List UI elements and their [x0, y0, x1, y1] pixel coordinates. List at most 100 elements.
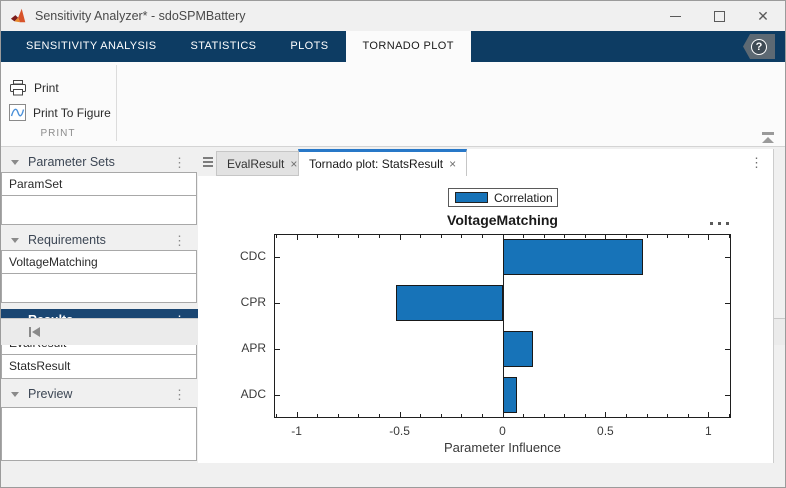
collapse-triangle-icon — [11, 160, 19, 165]
collapse-triangle-icon — [11, 238, 19, 243]
close-tab-icon[interactable]: × — [290, 157, 297, 171]
y-tick — [725, 257, 730, 258]
browser-sidebar: Parameter Sets ⋮ ParamSet Requirements ⋮… — [1, 146, 198, 487]
x-minor-tick — [523, 235, 524, 238]
collapse-ribbon-icon — [762, 132, 774, 135]
x-minor-tick — [338, 414, 339, 417]
x-minor-tick — [461, 414, 462, 417]
kebab-menu-icon[interactable]: ⋮ — [750, 155, 763, 171]
print-button[interactable]: Print — [9, 80, 59, 96]
y-tick-label-cpr: CPR — [206, 295, 266, 309]
x-minor-tick — [482, 414, 483, 417]
sensitivity-analyzer-window: Sensitivity Analyzer* - sdoSPMBattery ✕ … — [0, 0, 786, 488]
close-button[interactable]: ✕ — [741, 1, 785, 31]
x-minor-tick — [667, 235, 668, 238]
x-tick-label: -0.5 — [378, 424, 422, 438]
doc-tab-tornado-plot-statsresult[interactable]: Tornado plot: StatsResult × — [298, 149, 467, 176]
x-major-tick — [605, 412, 606, 417]
y-tick — [275, 303, 280, 304]
x-minor-tick — [647, 235, 648, 238]
kebab-menu-icon[interactable]: ⋮ — [173, 156, 198, 169]
chart-legend[interactable]: Correlation — [448, 188, 558, 207]
list-item-paramset[interactable]: ParamSet — [1, 172, 197, 196]
print-to-figure-button[interactable]: Print To Figure — [9, 104, 111, 121]
x-tick-label: -1 — [275, 424, 319, 438]
collapse-left-panel-icon — [29, 327, 31, 337]
x-minor-tick — [688, 235, 689, 238]
x-minor-tick — [441, 414, 442, 417]
panel-header-preview[interactable]: Preview ⋮ — [1, 383, 198, 405]
list-item-statsresult[interactable]: StatsResult — [1, 355, 197, 379]
ribbon-tab-statistics[interactable]: STATISTICS — [173, 31, 273, 62]
minimize-icon — [670, 16, 681, 17]
tornado-bar-adc — [503, 377, 517, 413]
x-minor-tick — [420, 235, 421, 238]
legend-swatch-correlation — [455, 192, 488, 203]
x-minor-tick — [647, 414, 648, 417]
x-minor-tick — [729, 235, 730, 238]
print-label: Print — [34, 81, 59, 95]
x-major-tick — [297, 235, 298, 240]
matlab-logo-icon — [10, 7, 28, 25]
panel-title: Requirements — [28, 233, 173, 247]
y-tick — [725, 303, 730, 304]
maximize-button[interactable] — [697, 1, 741, 31]
printer-icon — [9, 80, 27, 96]
doc-tab-evalresult[interactable]: EvalResult × — [216, 151, 308, 176]
kebab-menu-icon[interactable]: ⋮ — [173, 388, 198, 401]
chart-options-menu-button[interactable] — [710, 222, 734, 228]
print-to-figure-icon — [9, 104, 26, 121]
x-minor-tick — [688, 414, 689, 417]
collapse-ribbon-button[interactable] — [760, 132, 776, 144]
x-tick-label: 0 — [481, 424, 525, 438]
window-title: Sensitivity Analyzer* - sdoSPMBattery — [35, 1, 246, 31]
tab-list-icon[interactable] — [203, 157, 213, 168]
tornado-chart-canvas: Correlation VoltageMatching CDCCPRAPRADC… — [198, 176, 773, 463]
x-minor-tick — [667, 414, 668, 417]
x-major-tick — [400, 235, 401, 240]
y-tick-label-cdc: CDC — [206, 249, 266, 263]
x-minor-tick — [338, 235, 339, 238]
ribbon-toolbar: Print Print To Figure PRINT — [1, 62, 785, 147]
tornado-bar-cpr — [396, 285, 503, 321]
x-major-tick — [503, 412, 504, 417]
x-axis-label: Parameter Influence — [274, 440, 731, 455]
ribbon-tab-tornado-plot[interactable]: TORNADO PLOT — [346, 31, 471, 62]
x-minor-tick — [564, 414, 565, 417]
list-item-voltagematching[interactable]: VoltageMatching — [1, 250, 197, 274]
panel-header-requirements[interactable]: Requirements ⋮ — [1, 229, 198, 251]
ellipsis-menu-icon — [710, 222, 713, 225]
kebab-menu-icon[interactable]: ⋮ — [173, 234, 198, 247]
title-bar: Sensitivity Analyzer* - sdoSPMBattery ✕ — [1, 1, 785, 31]
x-minor-tick — [379, 414, 380, 417]
x-major-tick — [708, 412, 709, 417]
ribbon-tab-plots[interactable]: PLOTS — [273, 31, 345, 62]
collapse-left-panel-button[interactable] — [29, 327, 41, 337]
x-tick-label: 1 — [686, 424, 730, 438]
x-minor-tick — [317, 414, 318, 417]
doc-tab-label: EvalResult — [227, 157, 284, 171]
x-minor-tick — [585, 235, 586, 238]
x-minor-tick — [358, 235, 359, 238]
x-tick-label: 0.5 — [583, 424, 627, 438]
maximize-icon — [714, 11, 725, 22]
chart-title: VoltageMatching — [274, 212, 731, 228]
legend-label: Correlation — [494, 191, 553, 205]
x-minor-tick — [358, 414, 359, 417]
tornado-bar-apr — [503, 331, 534, 367]
x-minor-tick — [461, 235, 462, 238]
ribbon-tab-bar: SENSITIVITY ANALYSIS STATISTICS PLOTS TO… — [1, 31, 785, 62]
y-tick — [275, 349, 280, 350]
x-minor-tick — [564, 235, 565, 238]
collapse-ribbon-arrow-icon — [762, 137, 774, 143]
x-minor-tick — [729, 414, 730, 417]
x-major-tick — [605, 235, 606, 240]
close-icon: ✕ — [757, 9, 769, 23]
close-tab-icon[interactable]: × — [449, 157, 456, 171]
minimize-button[interactable] — [653, 1, 697, 31]
toolbar-section-label: PRINT — [1, 128, 115, 139]
x-major-tick — [503, 235, 504, 240]
panel-header-parameter-sets[interactable]: Parameter Sets ⋮ — [1, 151, 198, 173]
ribbon-tab-sensitivity-analysis[interactable]: SENSITIVITY ANALYSIS — [9, 31, 173, 62]
tornado-bar-cdc — [503, 239, 643, 275]
